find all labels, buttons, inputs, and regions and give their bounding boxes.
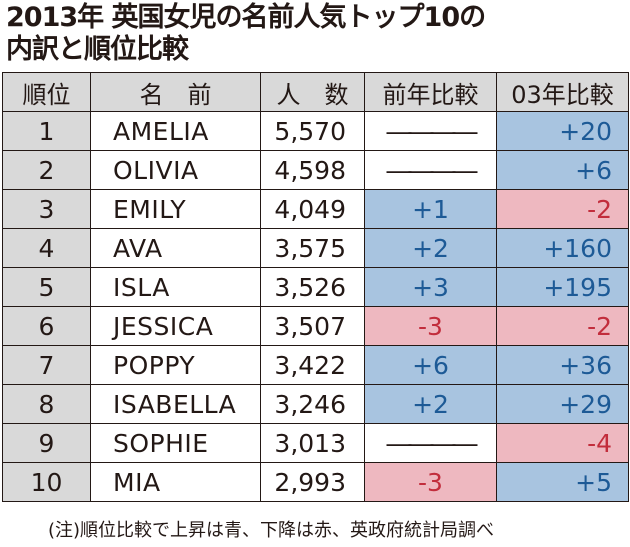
name-cell: AVA bbox=[90, 228, 261, 268]
y2003-change-cell: +5 bbox=[496, 462, 629, 502]
count-cell: 3,422 bbox=[260, 345, 365, 385]
name-cell: SOPHIE bbox=[90, 423, 261, 463]
prev-year-change-cell: +2 bbox=[364, 228, 497, 268]
table-row: 5 ISLA 3,526 +3 +195 bbox=[2, 267, 629, 307]
name-cell: EMILY bbox=[90, 189, 261, 229]
table-row: 10 MIA 2,993 -3 +5 bbox=[2, 462, 629, 502]
table-row: 6 JESSICA 3,507 -3 -2 bbox=[2, 306, 629, 346]
table-row: 1 AMELIA 5,570 ―――― +20 bbox=[2, 111, 629, 151]
rank-cell: 6 bbox=[2, 306, 91, 346]
footnote: (注)順位比較で上昇は青、下降は赤、英政府統計局調べ bbox=[48, 520, 495, 541]
title-line-1: 2013年 英国女児の名前人気トップ10の bbox=[6, 2, 486, 33]
rank-cell: 5 bbox=[2, 267, 91, 307]
count-cell: 3,507 bbox=[260, 306, 365, 346]
prev-year-change-cell: -3 bbox=[364, 462, 497, 502]
y2003-change-cell: -2 bbox=[496, 189, 629, 229]
table-row: 3 EMILY 4,049 +1 -2 bbox=[2, 189, 629, 229]
header-rank: 順位 bbox=[2, 72, 91, 112]
prev-year-change-cell: +2 bbox=[364, 384, 497, 424]
prev-year-change-cell: +3 bbox=[364, 267, 497, 307]
prev-year-change-cell: +6 bbox=[364, 345, 497, 385]
table-row: 8 ISABELLA 3,246 +2 +29 bbox=[2, 384, 629, 424]
count-cell: 2,993 bbox=[260, 462, 365, 502]
y2003-change-cell: -2 bbox=[496, 306, 629, 346]
count-cell: 3,575 bbox=[260, 228, 365, 268]
rank-cell: 7 bbox=[2, 345, 91, 385]
rank-cell: 9 bbox=[2, 423, 91, 463]
name-cell: JESSICA bbox=[90, 306, 261, 346]
prev-year-change-cell: ―――― bbox=[364, 423, 497, 463]
count-cell: 4,049 bbox=[260, 189, 365, 229]
y2003-change-cell: +195 bbox=[496, 267, 629, 307]
page-title: 2013年 英国女児の名前人気トップ10の 内訳と順位比較 bbox=[6, 2, 626, 66]
header-prev-year: 前年比較 bbox=[364, 72, 497, 112]
title-line-2: 内訳と順位比較 bbox=[6, 34, 189, 65]
name-cell: POPPY bbox=[90, 345, 261, 385]
ranking-table: 順位 名 前 人 数 前年比較 03年比較 1 AMELIA 5,570 ―――― +2… bbox=[2, 72, 629, 502]
y2003-change-cell: +29 bbox=[496, 384, 629, 424]
prev-year-change-cell: +1 bbox=[364, 189, 497, 229]
count-cell: 5,570 bbox=[260, 111, 365, 151]
name-cell: AMELIA bbox=[90, 111, 261, 151]
prev-year-change-cell: ―――― bbox=[364, 111, 497, 151]
count-cell: 3,246 bbox=[260, 384, 365, 424]
y2003-change-cell: +36 bbox=[496, 345, 629, 385]
count-cell: 3,013 bbox=[260, 423, 365, 463]
rank-cell: 10 bbox=[2, 462, 91, 502]
y2003-change-cell: +160 bbox=[496, 228, 629, 268]
name-cell: ISABELLA bbox=[90, 384, 261, 424]
table-row: 7 POPPY 3,422 +6 +36 bbox=[2, 345, 629, 385]
prev-year-change-cell: ―――― bbox=[364, 150, 497, 190]
name-cell: MIA bbox=[90, 462, 261, 502]
prev-year-change-cell: -3 bbox=[364, 306, 497, 346]
count-cell: 4,598 bbox=[260, 150, 365, 190]
header-2003-compare: 03年比較 bbox=[496, 72, 629, 112]
y2003-change-cell: +6 bbox=[496, 150, 629, 190]
name-cell: OLIVIA bbox=[90, 150, 261, 190]
y2003-change-cell: +20 bbox=[496, 111, 629, 151]
header-row: 順位 名 前 人 数 前年比較 03年比較 bbox=[2, 72, 629, 112]
rank-cell: 2 bbox=[2, 150, 91, 190]
rank-cell: 4 bbox=[2, 228, 91, 268]
table-row: 9 SOPHIE 3,013 ―――― -4 bbox=[2, 423, 629, 463]
rank-cell: 8 bbox=[2, 384, 91, 424]
count-cell: 3,526 bbox=[260, 267, 365, 307]
table-row: 4 AVA 3,575 +2 +160 bbox=[2, 228, 629, 268]
table-row: 2 OLIVIA 4,598 ―――― +6 bbox=[2, 150, 629, 190]
rank-cell: 1 bbox=[2, 111, 91, 151]
header-name: 名 前 bbox=[90, 72, 261, 112]
name-cell: ISLA bbox=[90, 267, 261, 307]
rank-cell: 3 bbox=[2, 189, 91, 229]
header-count: 人 数 bbox=[260, 72, 365, 112]
y2003-change-cell: -4 bbox=[496, 423, 629, 463]
